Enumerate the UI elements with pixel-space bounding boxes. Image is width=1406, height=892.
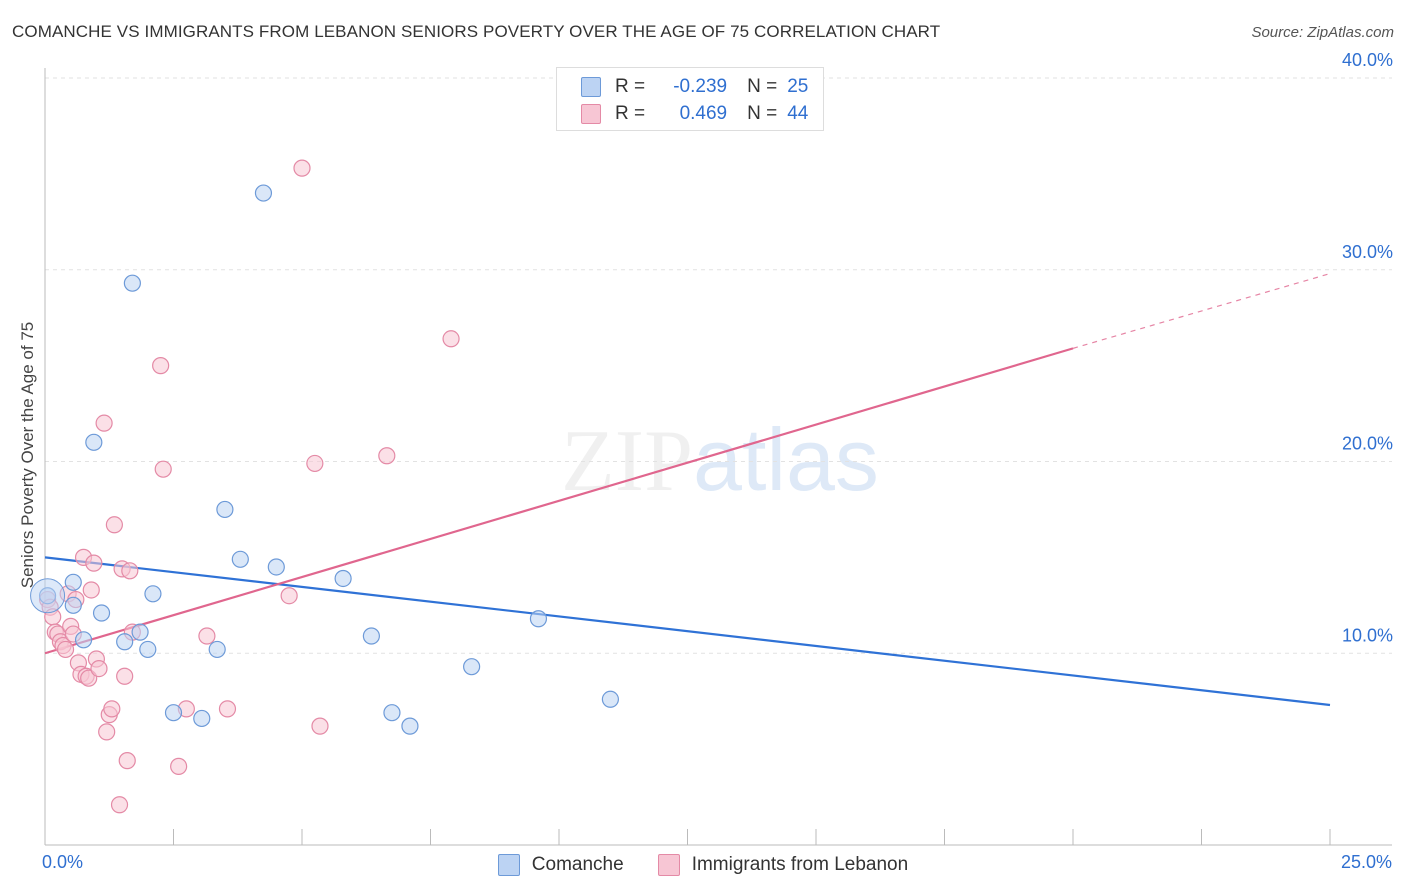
comanche-point (401, 717, 419, 735)
comanche-point (85, 433, 103, 451)
legend-swatch-comanche (581, 77, 601, 97)
lebanon-point (98, 723, 116, 741)
legend-row-comanche: R = -0.239 N = 25 (581, 73, 808, 101)
n-value: 44 (787, 103, 809, 124)
n-label: N = (747, 103, 778, 124)
watermark: ZIPatlas (561, 410, 879, 510)
x-tick-label-max: 25.0% (1340, 852, 1392, 872)
y-tick-label: 30.0% (1342, 242, 1393, 262)
comanche-point (208, 640, 226, 659)
lebanon-point (293, 159, 311, 177)
lebanon-point (442, 330, 460, 348)
lebanon-point (154, 460, 172, 478)
comanche-point (216, 500, 234, 519)
comanche-point (64, 573, 82, 591)
series-legend-lebanon: Immigrants from Lebanon (657, 854, 909, 876)
lebanon-point (85, 554, 103, 572)
lebanon-point (110, 796, 129, 814)
lebanon-point (170, 757, 188, 775)
lebanon-point (82, 581, 100, 599)
lebanon-point (311, 717, 329, 735)
lebanon-point (90, 659, 108, 678)
lebanon-point (152, 357, 170, 375)
comanche-point (383, 704, 401, 722)
lebanon-point (116, 667, 134, 685)
lebanon-point (280, 587, 298, 605)
lebanon-point (306, 454, 324, 473)
lebanon-point (218, 700, 237, 718)
series-swatch-comanche (497, 854, 520, 876)
lebanon-point (118, 752, 136, 770)
comanche-point (267, 558, 285, 576)
r-value: 0.469 (679, 103, 728, 124)
comanche-point (362, 627, 380, 645)
lebanon-point (56, 640, 75, 659)
lebanon-point (95, 414, 113, 432)
n-label: N = (747, 76, 778, 97)
lebanon-point (103, 700, 121, 718)
comanche-point (131, 623, 149, 641)
y-tick-labels: 10.0% 20.0% 30.0% 40.0% (1342, 50, 1393, 645)
n-value: 25 (787, 76, 809, 97)
comanche-point (92, 604, 111, 622)
lebanon-trend-line (44, 347, 1074, 655)
axes (44, 68, 1392, 846)
series-name-comanche: Comanche (531, 854, 624, 875)
r-label: R = (615, 76, 646, 97)
comanche-trend-line (44, 556, 1331, 707)
gridlines (45, 77, 1392, 654)
x-tick-label-min: 0.0% (42, 852, 84, 872)
chart-source: Source: ZipAtlas.com (1251, 24, 1394, 41)
comanche-point (334, 569, 352, 588)
lebanon-point (378, 447, 396, 465)
r-value: -0.239 (673, 76, 728, 97)
comanche-point (463, 658, 481, 676)
y-tick-label: 20.0% (1342, 434, 1393, 454)
comanche-point (116, 633, 134, 651)
comanche-point (139, 640, 157, 659)
lebanon-trend-extension (1072, 273, 1331, 349)
trend-lines (44, 273, 1331, 707)
comanche-point (529, 610, 548, 628)
lebanon-point (198, 627, 216, 645)
comanche-cluster-point (30, 578, 66, 614)
r-label: R = (615, 103, 646, 124)
series-legend-comanche: Comanche (497, 854, 624, 876)
series-name-lebanon: Immigrants from Lebanon (691, 854, 909, 875)
correlation-legend: R = -0.239 N = 25 R = 0.469 N = 44 (556, 67, 824, 131)
comanche-point (193, 709, 211, 728)
lebanon-point (121, 562, 139, 580)
comanche-point (601, 690, 620, 708)
comanche-point (123, 274, 141, 292)
data-points (30, 159, 620, 814)
legend-swatch-lebanon (581, 104, 601, 124)
y-tick-label: 10.0% (1342, 625, 1393, 645)
y-tick-label: 40.0% (1342, 50, 1393, 70)
lebanon-point (105, 516, 123, 534)
comanche-point (231, 550, 249, 568)
comanche-point (164, 704, 183, 722)
comanche-point (74, 631, 93, 649)
comanche-point (254, 184, 273, 202)
y-axis-title: Seniors Poverty Over the Age of 75 (18, 321, 37, 589)
series-legend: Comanche Immigrants from Lebanon (0, 852, 1406, 878)
comanche-point (144, 585, 162, 603)
chart-title: COMANCHE VS IMMIGRANTS FROM LEBANON SENI… (12, 22, 941, 41)
comanche-point (64, 596, 82, 614)
series-swatch-lebanon (657, 854, 680, 876)
legend-row-lebanon: R = 0.469 N = 44 (581, 100, 808, 128)
